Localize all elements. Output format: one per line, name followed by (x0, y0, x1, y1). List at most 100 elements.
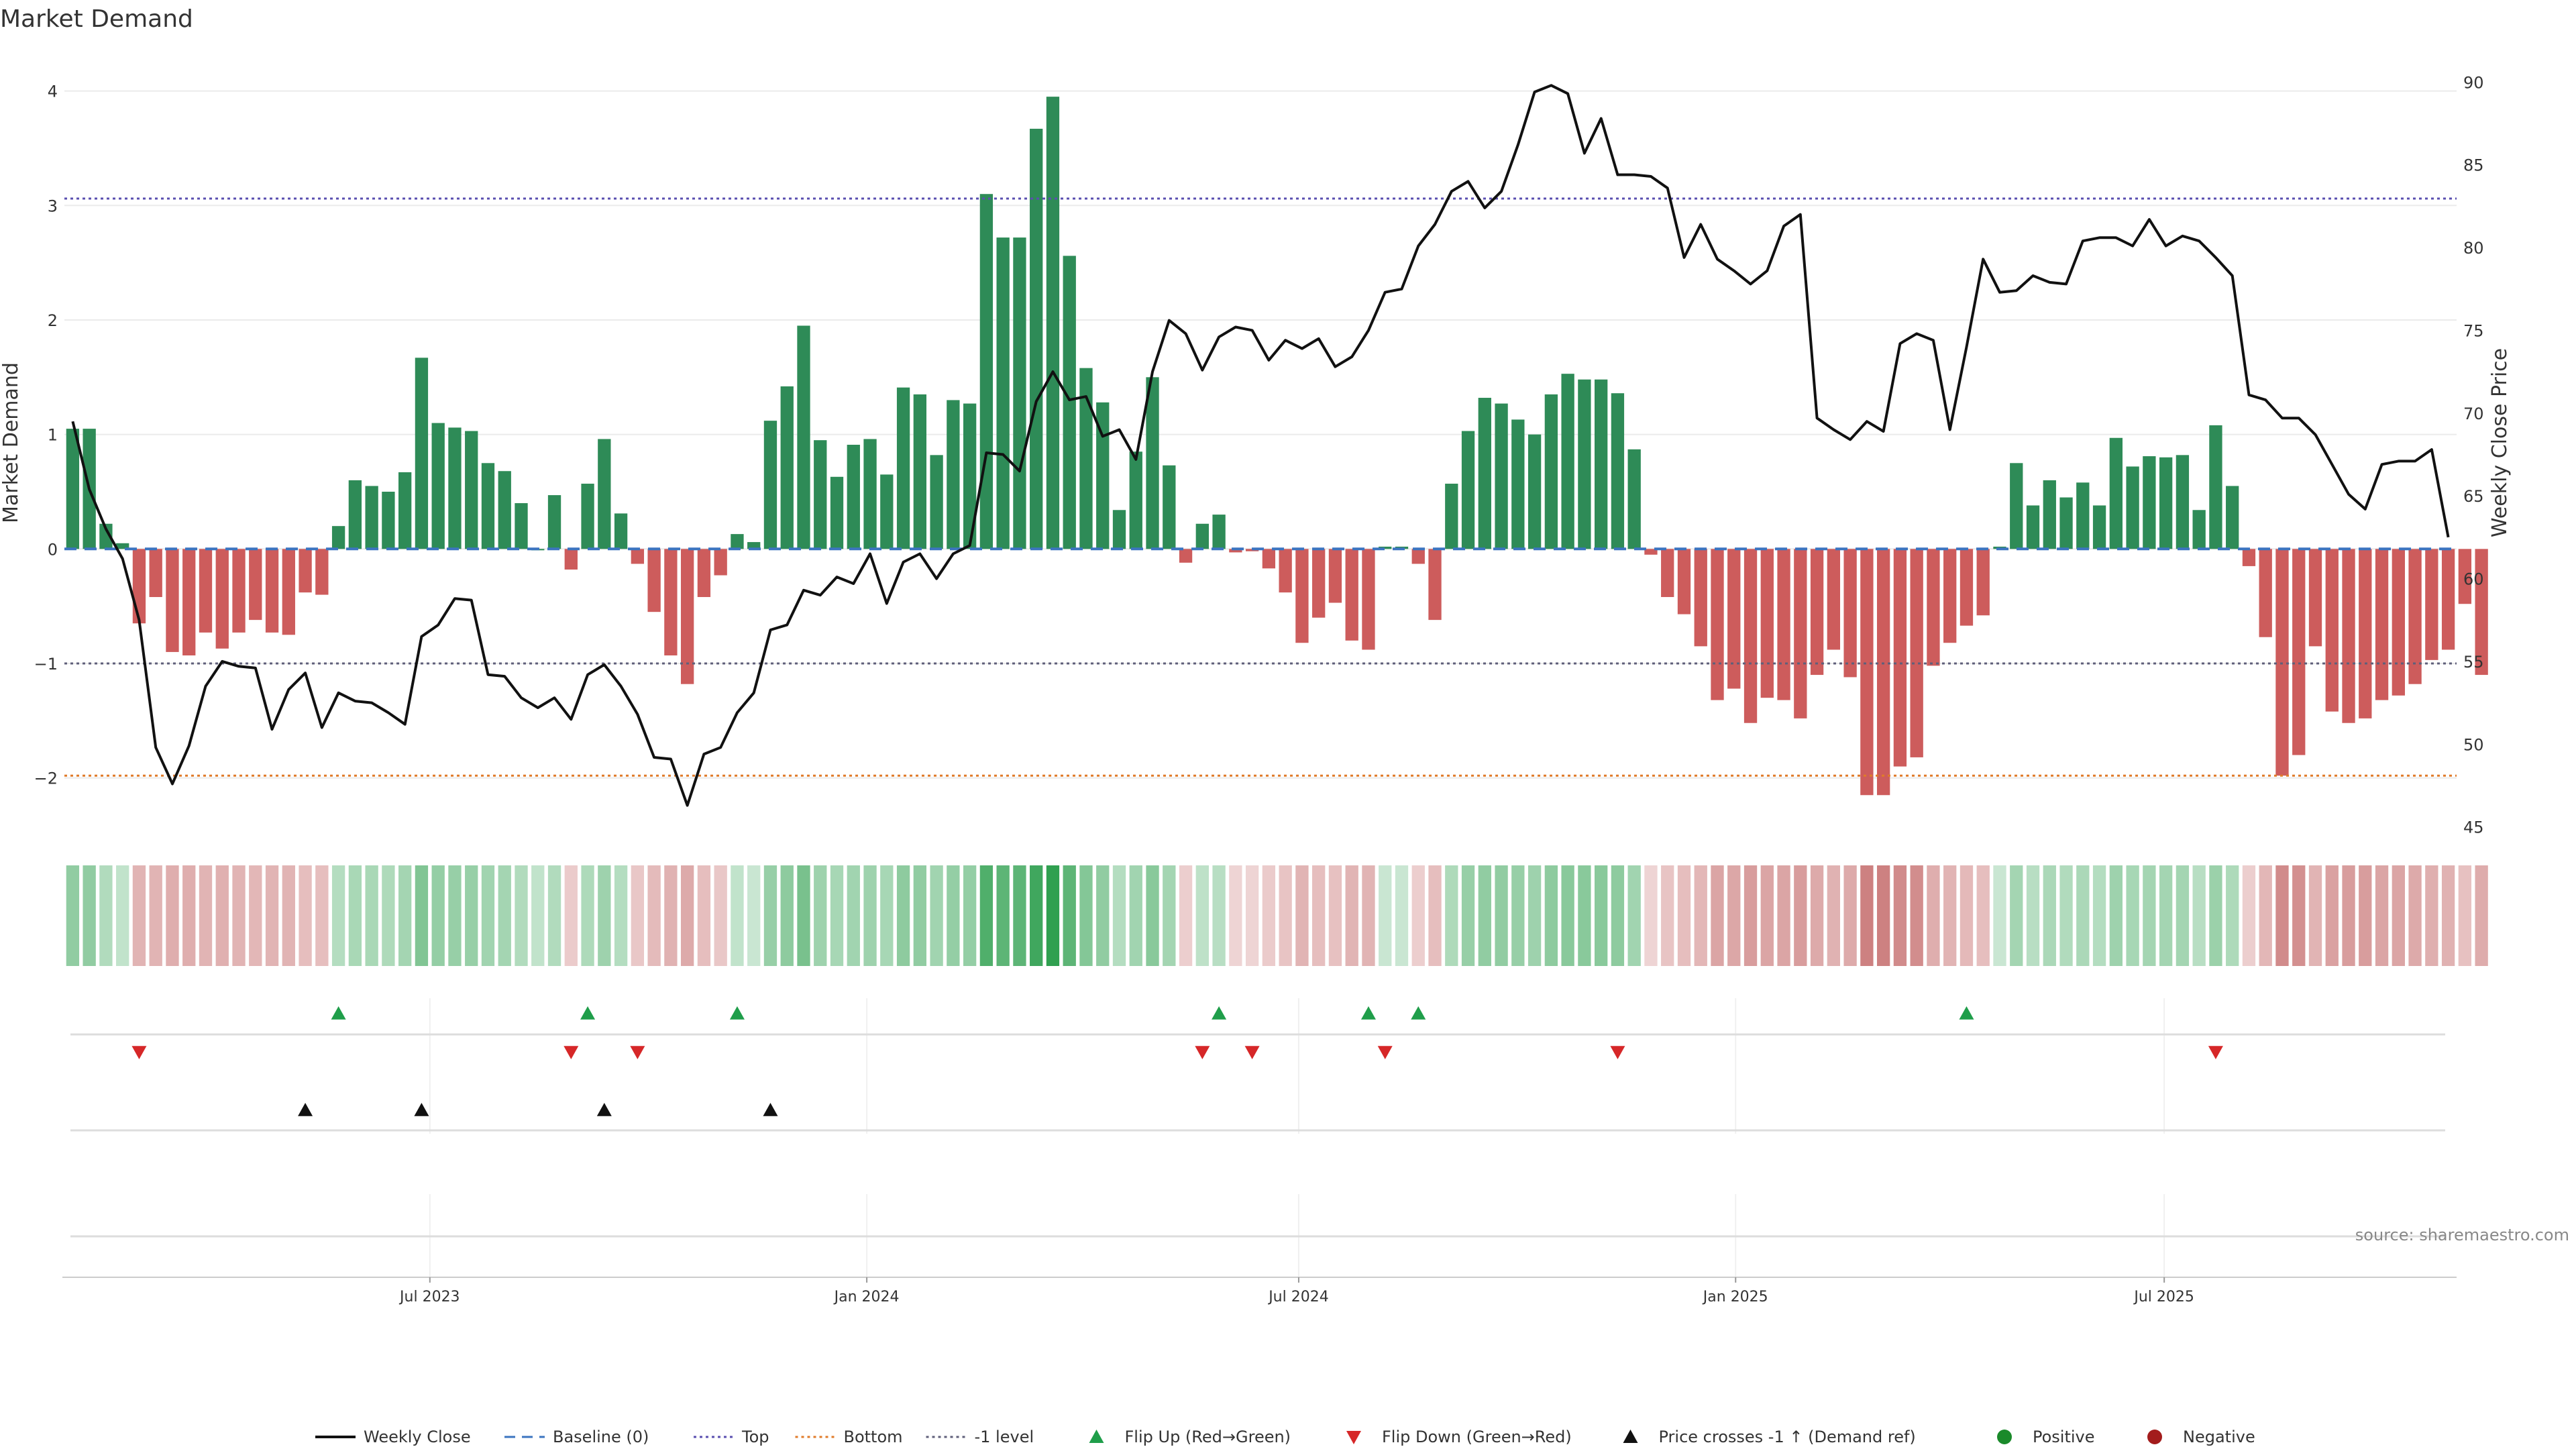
heat-cell (847, 865, 860, 966)
demand-bar (830, 476, 844, 549)
heat-cell (232, 865, 246, 966)
demand-bar (1561, 374, 1574, 549)
demand-bar (2375, 549, 2389, 700)
demand-bar (1627, 449, 1641, 549)
demand-bar (1146, 377, 1159, 549)
heat-cell (1827, 865, 1841, 966)
demand-bar (1461, 431, 1475, 549)
demand-bar (2209, 425, 2222, 549)
heat-cell (1312, 865, 1326, 966)
heat-cell (2209, 865, 2222, 966)
heat-cell (2375, 865, 2389, 966)
heat-cell (747, 865, 761, 966)
flip-up-marker (729, 1006, 745, 1020)
legend-item: Flip Down (Green→Red) (1346, 1428, 1572, 1446)
heat-cell (2176, 865, 2190, 966)
left-axis-ticks: −2 −1 0 1 2 3 4 (34, 83, 58, 788)
demand-bar (2342, 549, 2355, 723)
demand-bar (1976, 549, 1990, 616)
demand-bar (996, 237, 1010, 549)
legend-label: Top (741, 1428, 769, 1446)
heat-cell (515, 865, 528, 966)
heat-cell (132, 865, 146, 966)
legend-item: Weekly Close (315, 1428, 471, 1446)
demand-bar (149, 549, 162, 597)
heat-cell (930, 865, 943, 966)
heat-cell (1711, 865, 1724, 966)
heat-cell (431, 865, 445, 966)
heat-cell (1179, 865, 1193, 966)
heat-cell (2092, 865, 2106, 966)
heat-cell (1063, 865, 1076, 966)
demand-bar (664, 549, 678, 656)
heat-cell (797, 865, 810, 966)
heat-cell (2259, 865, 2272, 966)
legend-swatch (1346, 1431, 1361, 1444)
demand-bar (1328, 549, 1342, 603)
demand-bar (1794, 549, 1807, 718)
heat-cell (498, 865, 511, 966)
demand-bar (166, 549, 179, 652)
demand-bar (1960, 549, 1974, 626)
demand-bar (1893, 549, 1907, 767)
flip-down-marker (1610, 1046, 1625, 1059)
legend-swatch (2147, 1430, 2162, 1444)
heat-cell (1677, 865, 1691, 966)
heat-cell (99, 865, 113, 966)
y2-tick-label: 80 (2463, 239, 2484, 258)
heat-cell (398, 865, 412, 966)
demand-bar (515, 503, 528, 549)
heat-cell (1129, 865, 1142, 966)
demand-bar (1511, 419, 1525, 549)
x-tick-label: Jul 2025 (2133, 1289, 2194, 1305)
demand-bar (1046, 97, 1060, 549)
demand-bar (1644, 549, 1658, 555)
demand-bar (2126, 466, 2139, 549)
demand-bar (896, 387, 910, 549)
heat-cell (1777, 865, 1790, 966)
demand-bar (763, 421, 777, 549)
heat-cell (1328, 865, 1342, 966)
y-tick-label: 0 (48, 540, 58, 559)
demand-bar (498, 471, 511, 549)
demand-bar (979, 194, 994, 549)
heat-cell (2292, 865, 2306, 966)
heat-cell (2043, 865, 2056, 966)
heat-cell (199, 865, 213, 966)
heat-cell (1760, 865, 1774, 966)
heat-cell (1943, 865, 1957, 966)
demand-bar (863, 439, 877, 549)
legend-item: Price crosses -1 ↑ (Demand ref) (1623, 1428, 1916, 1446)
demand-bar (2292, 549, 2306, 755)
demand-bar (880, 474, 894, 549)
heat-cell (1079, 865, 1093, 966)
heat-cell (581, 865, 594, 966)
heat-cell (448, 865, 462, 966)
weekly-close-line (71, 84, 2450, 807)
demand-bar (2092, 505, 2106, 549)
heat-cell (1993, 865, 2006, 966)
heat-cell (2076, 865, 2090, 966)
demand-bar (930, 455, 943, 549)
y-tick-label: 3 (48, 197, 58, 215)
demand-bar (1827, 549, 1841, 650)
demand-bar (116, 543, 129, 549)
demand-bar (1478, 398, 1491, 549)
legend-item: Positive (1997, 1428, 2095, 1446)
price-cross-marker (596, 1103, 612, 1116)
demand-bar (481, 463, 495, 549)
demand-bar (1910, 549, 1923, 757)
demand-bar (1163, 465, 1176, 549)
heat-cell (2275, 865, 2289, 966)
heat-cell (83, 865, 96, 966)
demand-bar (647, 549, 661, 612)
demand-bar (2259, 549, 2272, 637)
demand-bar (415, 358, 429, 549)
price-cross-marker (298, 1103, 313, 1116)
y-tick-label: 4 (48, 83, 58, 101)
heat-cell (331, 865, 345, 966)
y2-tick-label: 60 (2463, 570, 2484, 589)
heat-cell (880, 865, 894, 966)
heat-cell (282, 865, 295, 966)
heat-cell (2059, 865, 2073, 966)
